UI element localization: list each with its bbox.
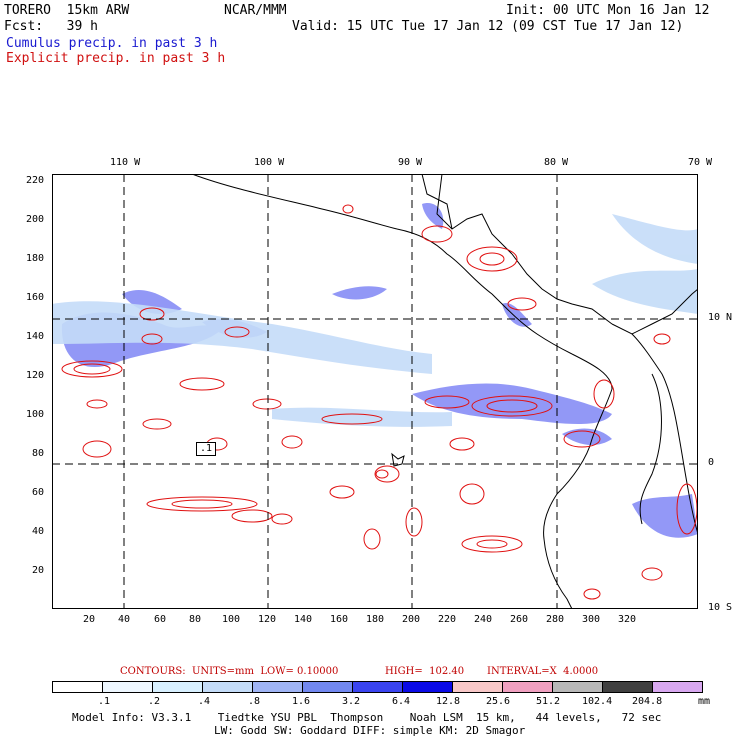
y-tick: 140 (26, 331, 45, 342)
x-tick: 300 (582, 614, 601, 625)
model-name: TORERO 15km ARW (4, 3, 130, 18)
x-tick: 80 (189, 614, 202, 625)
organization: NCAR/MMM (224, 3, 287, 18)
x-tick: 320 (618, 614, 637, 625)
colorbar-swatch (52, 681, 103, 693)
map-frame (52, 174, 698, 609)
contours-interval: INTERVAL=X 4.0000 (487, 666, 599, 677)
lat-label-0: 0 (708, 457, 715, 468)
colorbar-label: 6.4 (392, 696, 411, 707)
y-tick: 220 (26, 175, 45, 186)
light-precip-field (52, 214, 698, 427)
colorbar-label: 102.4 (582, 696, 613, 707)
model-info: Model Info: V3.3.1 Tiedtke YSU PBL Thomp… (72, 711, 662, 724)
colorbar-swatch (302, 681, 353, 693)
colorbar-swatch (552, 681, 603, 693)
contours-units: CONTOURS: UNITS=mm LOW= 0.10000 (120, 666, 339, 677)
colorbar-swatch (602, 681, 653, 693)
colorbar-label: .4 (198, 696, 211, 707)
explicit-legend: Explicit precip. in past 3 h (6, 51, 226, 66)
colorbar-label: 51.2 (536, 696, 561, 707)
colorbar-swatch (502, 681, 553, 693)
colorbar-label: 12.8 (436, 696, 461, 707)
lon-label-80w: 80 W (544, 157, 569, 168)
lon-label-90w: 90 W (398, 157, 423, 168)
colorbar-swatch (402, 681, 453, 693)
y-tick: 200 (26, 214, 45, 225)
x-tick: 280 (546, 614, 565, 625)
y-tick: 120 (26, 370, 45, 381)
lat-label-10s: 10 S (708, 602, 733, 613)
colorbar-swatch (652, 681, 703, 693)
lon-label-70w: 70 W (688, 157, 713, 168)
x-tick: 160 (330, 614, 349, 625)
y-tick: 80 (32, 448, 45, 459)
y-tick: 100 (26, 409, 45, 420)
y-tick: 160 (26, 292, 45, 303)
colorbar-swatch (452, 681, 503, 693)
lon-label-110w: 110 W (110, 157, 141, 168)
y-tick: 180 (26, 253, 45, 264)
colorbar-label: .1 (98, 696, 111, 707)
precipitation-map (52, 174, 698, 609)
colorbar-swatch (102, 681, 153, 693)
contour-label: .1 (196, 442, 217, 456)
explicit-precip-contours (61, 204, 698, 600)
colorbar-swatch (202, 681, 253, 693)
colorbar-label: .2 (148, 696, 161, 707)
y-tick: 40 (32, 526, 45, 537)
x-tick: 240 (474, 614, 493, 625)
colorbar-swatch (152, 681, 203, 693)
x-tick: 120 (258, 614, 277, 625)
graticule (52, 174, 698, 609)
valid-time: Valid: 15 UTC Tue 17 Jan 12 (09 CST Tue … (292, 19, 684, 34)
forecast-hour: Fcst: 39 h (4, 19, 98, 34)
colorbar-label: 1.6 (292, 696, 311, 707)
colorbar-label: 3.2 (342, 696, 361, 707)
colorbar-label: 25.6 (486, 696, 511, 707)
x-tick: 260 (510, 614, 529, 625)
x-tick: 20 (83, 614, 96, 625)
model-physics: LW: Godd SW: Goddard DIFF: simple KM: 2D… (214, 724, 526, 737)
contours-high: HIGH= 102.40 (385, 666, 465, 677)
colorbar-swatch (352, 681, 403, 693)
lat-label-10n: 10 N (708, 312, 733, 323)
lon-label-100w: 100 W (254, 157, 285, 168)
x-tick: 180 (366, 614, 385, 625)
x-tick: 200 (402, 614, 421, 625)
x-tick: 60 (154, 614, 167, 625)
colorbar-unit: mm (698, 696, 711, 707)
y-tick: 60 (32, 487, 45, 498)
colorbar-label: .8 (248, 696, 261, 707)
x-tick: 40 (118, 614, 131, 625)
colorbar-swatch (252, 681, 303, 693)
y-tick: 20 (32, 565, 45, 576)
x-tick: 100 (222, 614, 241, 625)
cumulus-precip-field (61, 203, 698, 538)
colorbar-label: 204.8 (632, 696, 663, 707)
x-tick: 220 (438, 614, 457, 625)
cumulus-legend: Cumulus precip. in past 3 h (6, 36, 218, 51)
init-time: Init: 00 UTC Mon 16 Jan 12 (506, 3, 710, 18)
x-tick: 140 (294, 614, 313, 625)
